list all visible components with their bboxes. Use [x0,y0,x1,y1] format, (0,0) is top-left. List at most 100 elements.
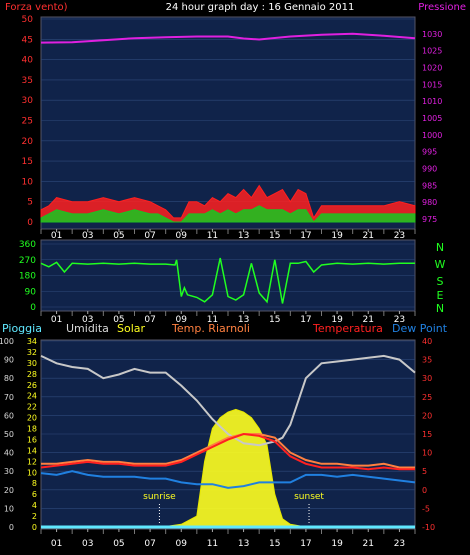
pioggia-ytick-label: 90 [4,356,14,365]
direction-ytick-label: 180 [19,272,36,282]
wind-ytick-label: 50 [22,15,34,25]
annotation-sunset: sunset [294,492,324,502]
pressure-ytick-label: 1005 [422,114,442,123]
wind-panel-xtick-label: 23 [394,231,405,241]
pressure-ytick-label: 1010 [422,97,442,106]
temp-ytick-label: 25 [422,393,432,402]
temp-ytick-label: 5 [422,467,427,476]
solar-ytick-label: 20 [27,414,37,423]
direction-panel-xtick-label: 11 [207,315,218,325]
pioggia-ytick-label: 60 [4,411,14,420]
direction-panel-xtick-label: 15 [269,315,280,325]
chart-title: 24 hour graph day : 16 Gennaio 2011 [166,2,355,13]
legend-temp-riarnoli: Temp. Riarnoli [171,322,250,335]
pressure-ytick-label: 995 [422,148,437,157]
direction-panel-xtick-label: 21 [363,315,374,325]
series-umidita [40,354,416,447]
pioggia-ytick-label: 80 [4,374,14,383]
temp-panel-xtick-label: 21 [363,539,374,549]
direction-panel-xtick-label: 03 [82,315,93,325]
wind-ytick-label: 40 [22,56,34,66]
pressure-ytick-label: 985 [422,181,437,190]
wind-ytick-label: 45 [22,35,33,45]
solar-ytick-label: 14 [27,446,37,455]
wind-panel-xtick-label: 15 [269,231,280,241]
wind-ytick-label: 0 [27,218,33,228]
wind-ytick-label: 10 [22,177,34,187]
series-pressione [40,32,416,44]
pioggia-ytick-label: 20 [4,486,14,495]
wind-panel-xtick-label: 09 [176,231,188,241]
direction-panel-xtick-label: 17 [300,315,311,325]
solar-ytick-label: 6 [32,490,37,499]
legend-pioggia: Pioggia [2,322,42,335]
legend-umidita: Umidita [66,322,109,335]
wind-axis-title: Forza vento) [5,2,68,13]
direction-panel-xtick-label: 01 [51,315,62,325]
solar-ytick-label: 32 [27,348,37,357]
direction-ytick-label: 90 [25,287,37,297]
temp-ytick-label: 40 [422,337,432,346]
direction-ytick-label: 0 [30,303,36,313]
legend-solar: Solar [117,322,146,335]
annotation-sunrise: sunrise [143,492,176,502]
wind-ytick-label: 15 [22,157,33,167]
series-direzione [40,257,415,304]
pioggia-ytick-label: 70 [4,393,14,402]
temp-panel-xtick-label: 23 [394,539,405,549]
temp-ytick-label: 35 [422,356,432,365]
temp-ytick-label: 0 [422,486,427,495]
solar-ytick-label: 34 [27,337,37,346]
temp-panel-xtick-label: 03 [82,539,93,549]
direction-panel-xtick-label: 13 [238,315,249,325]
wind-panel-xtick-label: 01 [51,231,62,241]
pressure-ytick-label: 1025 [422,47,442,56]
wind-panel-xtick-label: 07 [144,231,155,241]
pioggia-ytick-label: 0 [9,523,14,532]
legend-temperatura: Temperatura [312,322,383,335]
solar-ytick-label: 30 [27,359,37,368]
temp-panel-xtick-label: 17 [300,539,311,549]
legend-dew-point: Dew Point [392,322,448,335]
wind-panel-xtick-label: 17 [300,231,311,241]
direction-panel-xtick-label: 23 [394,315,405,325]
direction-panel-xtick-label: 09 [176,315,188,325]
direction-letter-n-bottom: N [436,302,444,315]
direction-letter-n-top: N [436,241,444,254]
solar-ytick-label: 8 [32,479,37,488]
pioggia-ytick-label: 100 [0,337,14,346]
solar-ytick-label: 4 [32,501,37,510]
direction-panel-xtick-label: 05 [113,315,124,325]
axis-labels: 0510152025303540455097598098599099510001… [0,15,442,549]
temp-ytick-label: -5 [422,504,430,513]
solar-ytick-label: 24 [27,392,37,401]
solar-ytick-label: 12 [27,457,37,466]
pressure-ytick-label: 980 [422,198,437,207]
pressure-ytick-label: 975 [422,215,437,224]
wind-panel-xtick-label: 19 [331,231,343,241]
temp-panel-xtick-label: 11 [207,539,218,549]
temp-ytick-label: 20 [422,411,432,420]
temp-ytick-label: 15 [422,430,432,439]
wind-panel-xtick-label: 05 [113,231,124,241]
temp-panel-xtick-label: 19 [331,539,343,549]
pressure-ytick-label: 1000 [422,131,442,140]
temp-panel-xtick-label: 09 [176,539,188,549]
direction-panel-xtick-label: 19 [331,315,343,325]
series-dew-point [40,470,416,489]
wind-ytick-label: 20 [22,137,34,147]
pressure-ytick-label: 1030 [422,30,442,39]
temp-panel-xtick-label: 13 [238,539,249,549]
solar-ytick-label: 2 [32,512,37,521]
wind-panel-xtick-label: 13 [238,231,249,241]
temp-ytick-label: -10 [422,523,435,532]
pioggia-ytick-label: 50 [4,430,14,439]
temp-panel-xtick-label: 15 [269,539,280,549]
wind-panel-xtick-label: 03 [82,231,93,241]
pressure-axis-title: Pressione [418,2,466,13]
series-temp-riarnoli [41,433,415,469]
series-solar [157,408,306,528]
series-layer: sunrise sunset [40,32,416,529]
solar-ytick-label: 0 [32,523,37,532]
